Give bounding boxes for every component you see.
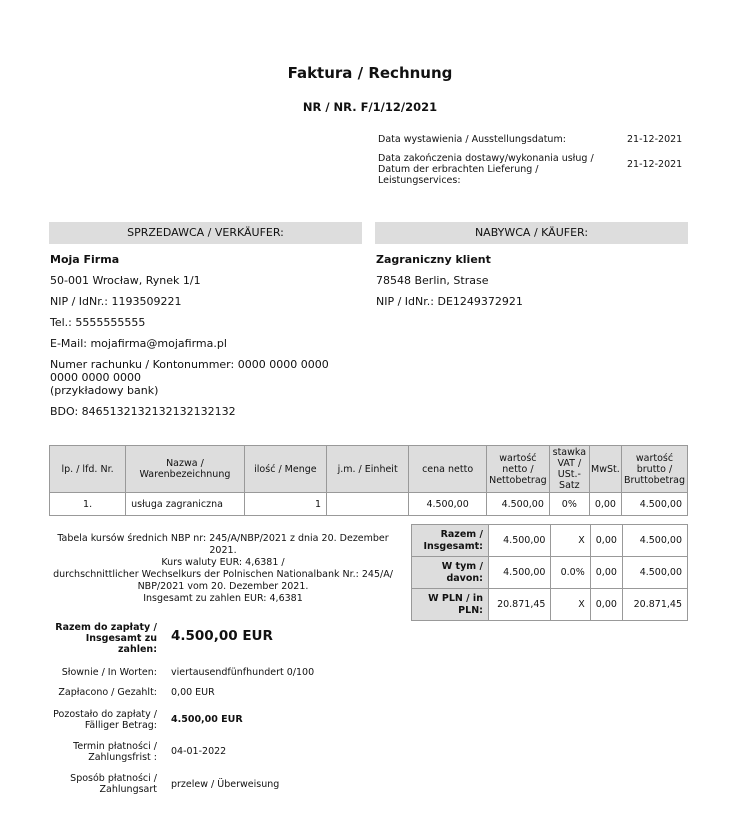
summary-net: 4.500,00 (487, 524, 552, 557)
due-value: 4.500,00 EUR (171, 714, 243, 725)
seller-nip: NIP / IdNr.: 1193509221 (50, 295, 182, 308)
method-value: przelew / Überweisung (171, 779, 280, 790)
summary-row-of-which: W tym / davon: 4.500,00 0.0% 0,00 4.500,… (411, 556, 689, 589)
summary-gross: 20.871,45 (621, 588, 689, 621)
col-header-lp: lp. / lfd. Nr. (48, 445, 127, 493)
issue-date-label: Data wystawienia / Ausstellungsdatum: (378, 134, 566, 145)
summary-gross: 4.500,00 (621, 556, 689, 589)
total-value: 4.500,00 EUR (171, 628, 273, 644)
exchange-rate-note: Tabela kursów średnich NBP nr: 245/A/NBP… (49, 533, 397, 605)
col-header-qty: ilość / Menge (243, 445, 328, 493)
paid-label: Zapłacono / Gezahlt: (58, 687, 157, 698)
summary-label: W PLN / in PLN: (411, 588, 489, 621)
term-value: 04-01-2022 (171, 746, 227, 757)
summary-net: 20.871,45 (487, 588, 552, 621)
term-label: Termin płatności / Zahlungsfrist : (73, 741, 157, 763)
amount-in-words: Słownie / In Worten: viertausendfünfhund… (49, 667, 369, 679)
delivery-date-label: Data zakończenia dostawy/wykonania usług… (378, 153, 594, 186)
cell-net: 4.500,00 (485, 492, 550, 516)
summary-vat: 0,00 (589, 588, 623, 621)
delivery-date-value: 21-12-2021 (627, 159, 683, 170)
amount-due: Pozostało do zapłaty / Fälliger Betrag: … (49, 709, 369, 733)
seller-bank: (przykładowy bank) (50, 384, 159, 397)
words-label: Słownie / In Worten: (61, 667, 157, 678)
cell-gross: 4.500,00 (620, 492, 689, 516)
seller-address: 50-001 Wrocław, Rynek 1/1 (50, 274, 201, 287)
nbp-line-2: Kurs waluty EUR: 4,6381 / (161, 557, 285, 568)
summary-vat: 0,00 (589, 524, 623, 557)
buyer-details: Zagraniczny klient 78548 Berlin, Strase … (376, 253, 686, 316)
seller-header: SPRZEDAWCA / VERKÄUFER: (49, 222, 362, 244)
cell-lp: 1. (48, 492, 127, 516)
seller-bdo: BDO: 8465132132132132132132 (50, 405, 236, 418)
method-label: Sposób płatności / Zahlungsart (70, 773, 157, 795)
seller-email: E-Mail: mojafirma@mojafirma.pl (50, 337, 227, 350)
invoice-number: NR / NR. F/1/12/2021 (302, 100, 438, 114)
nbp-line-4: Insgesamt zu zahlen EUR: 4,6381 (143, 593, 303, 604)
seller-details: Moja Firma 50-001 Wrocław, Rynek 1/1 NIP… (50, 253, 360, 426)
summary-label: Razem / Insgesamt: (411, 524, 489, 557)
summary-row-total: Razem / Insgesamt: 4.500,00 X 0,00 4.500… (411, 524, 689, 557)
buyer-address: 78548 Berlin, Strase (376, 274, 489, 287)
col-header-vat: MwSt. (588, 445, 622, 493)
table-row: 1. usługa zagraniczna 1 4.500,00 4.500,0… (48, 492, 689, 516)
summary-label: W tym / davon: (411, 556, 489, 589)
payment-term: Termin płatności / Zahlungsfrist : 04-01… (49, 741, 369, 765)
summary-rate: X (550, 524, 591, 557)
nbp-line-3: durchschnittlicher Wechselkurs der Polni… (53, 569, 393, 592)
nbp-line-1: Tabela kursów średnich NBP nr: 245/A/NBP… (57, 533, 389, 556)
cell-name: usługa zagraniczna (125, 492, 245, 516)
amount-paid: Zapłacono / Gezahlt: 0,00 EUR (49, 687, 369, 699)
invoice-title: Faktura / Rechnung (287, 64, 453, 82)
delivery-date: Data zakończenia dostawy/wykonania usług… (378, 153, 688, 186)
seller-account: Numer rachunku / Kontonummer: 0000 0000 … (50, 358, 329, 384)
col-header-unit: j.m. / Einheit (326, 445, 410, 493)
issue-date: Data wystawienia / Ausstellungsdatum: 21… (378, 134, 688, 146)
col-header-vat-rate: stawka VAT / USt.-Satz (548, 445, 590, 493)
cell-vat-rate: 0% (548, 492, 590, 516)
words-value: viertausendfünfhundert 0/100 (171, 667, 315, 678)
buyer-name: Zagraniczny klient (376, 253, 491, 266)
summary-vat: 0,00 (589, 556, 623, 589)
cell-price: 4.500,00 (408, 492, 487, 516)
summary-row-pln: W PLN / in PLN: 20.871,45 X 0,00 20.871,… (411, 588, 689, 621)
paid-value: 0,00 EUR (171, 687, 215, 698)
total-to-pay: Razem do zapłaty / Insgesamt zu zahlen: … (49, 622, 369, 658)
summary-gross: 4.500,00 (621, 524, 689, 557)
buyer-header: NABYWCA / KÄUFER: (375, 222, 688, 244)
seller-tel: Tel.: 5555555555 (50, 316, 146, 329)
buyer-nip: NIP / IdNr.: DE1249372921 (376, 295, 523, 308)
cell-unit (326, 492, 410, 516)
seller-name: Moja Firma (50, 253, 120, 266)
payment-method: Sposób płatności / Zahlungsart przelew /… (49, 773, 369, 797)
issue-date-value: 21-12-2021 (627, 134, 683, 145)
table-header-row: lp. / lfd. Nr. Nazwa / Warenbezeichnung … (48, 445, 689, 493)
col-header-net: wartość netto / Nettobetrag (485, 445, 550, 493)
col-header-price: cena netto (408, 445, 487, 493)
col-header-name: Nazwa / Warenbezeichnung (125, 445, 245, 493)
summary-net: 4.500,00 (487, 556, 552, 589)
summary-table: Razem / Insgesamt: 4.500,00 X 0,00 4.500… (411, 524, 689, 621)
cell-vat: 0,00 (588, 492, 622, 516)
summary-rate: 0.0% (550, 556, 591, 589)
due-label: Pozostało do zapłaty / Fälliger Betrag: (53, 709, 157, 731)
col-header-gross: wartość brutto / Bruttobetrag (620, 445, 689, 493)
total-label: Razem do zapłaty / Insgesamt zu zahlen: (55, 622, 157, 655)
cell-qty: 1 (243, 492, 328, 516)
summary-rate: X (550, 588, 591, 621)
items-table: lp. / lfd. Nr. Nazwa / Warenbezeichnung … (48, 445, 689, 516)
